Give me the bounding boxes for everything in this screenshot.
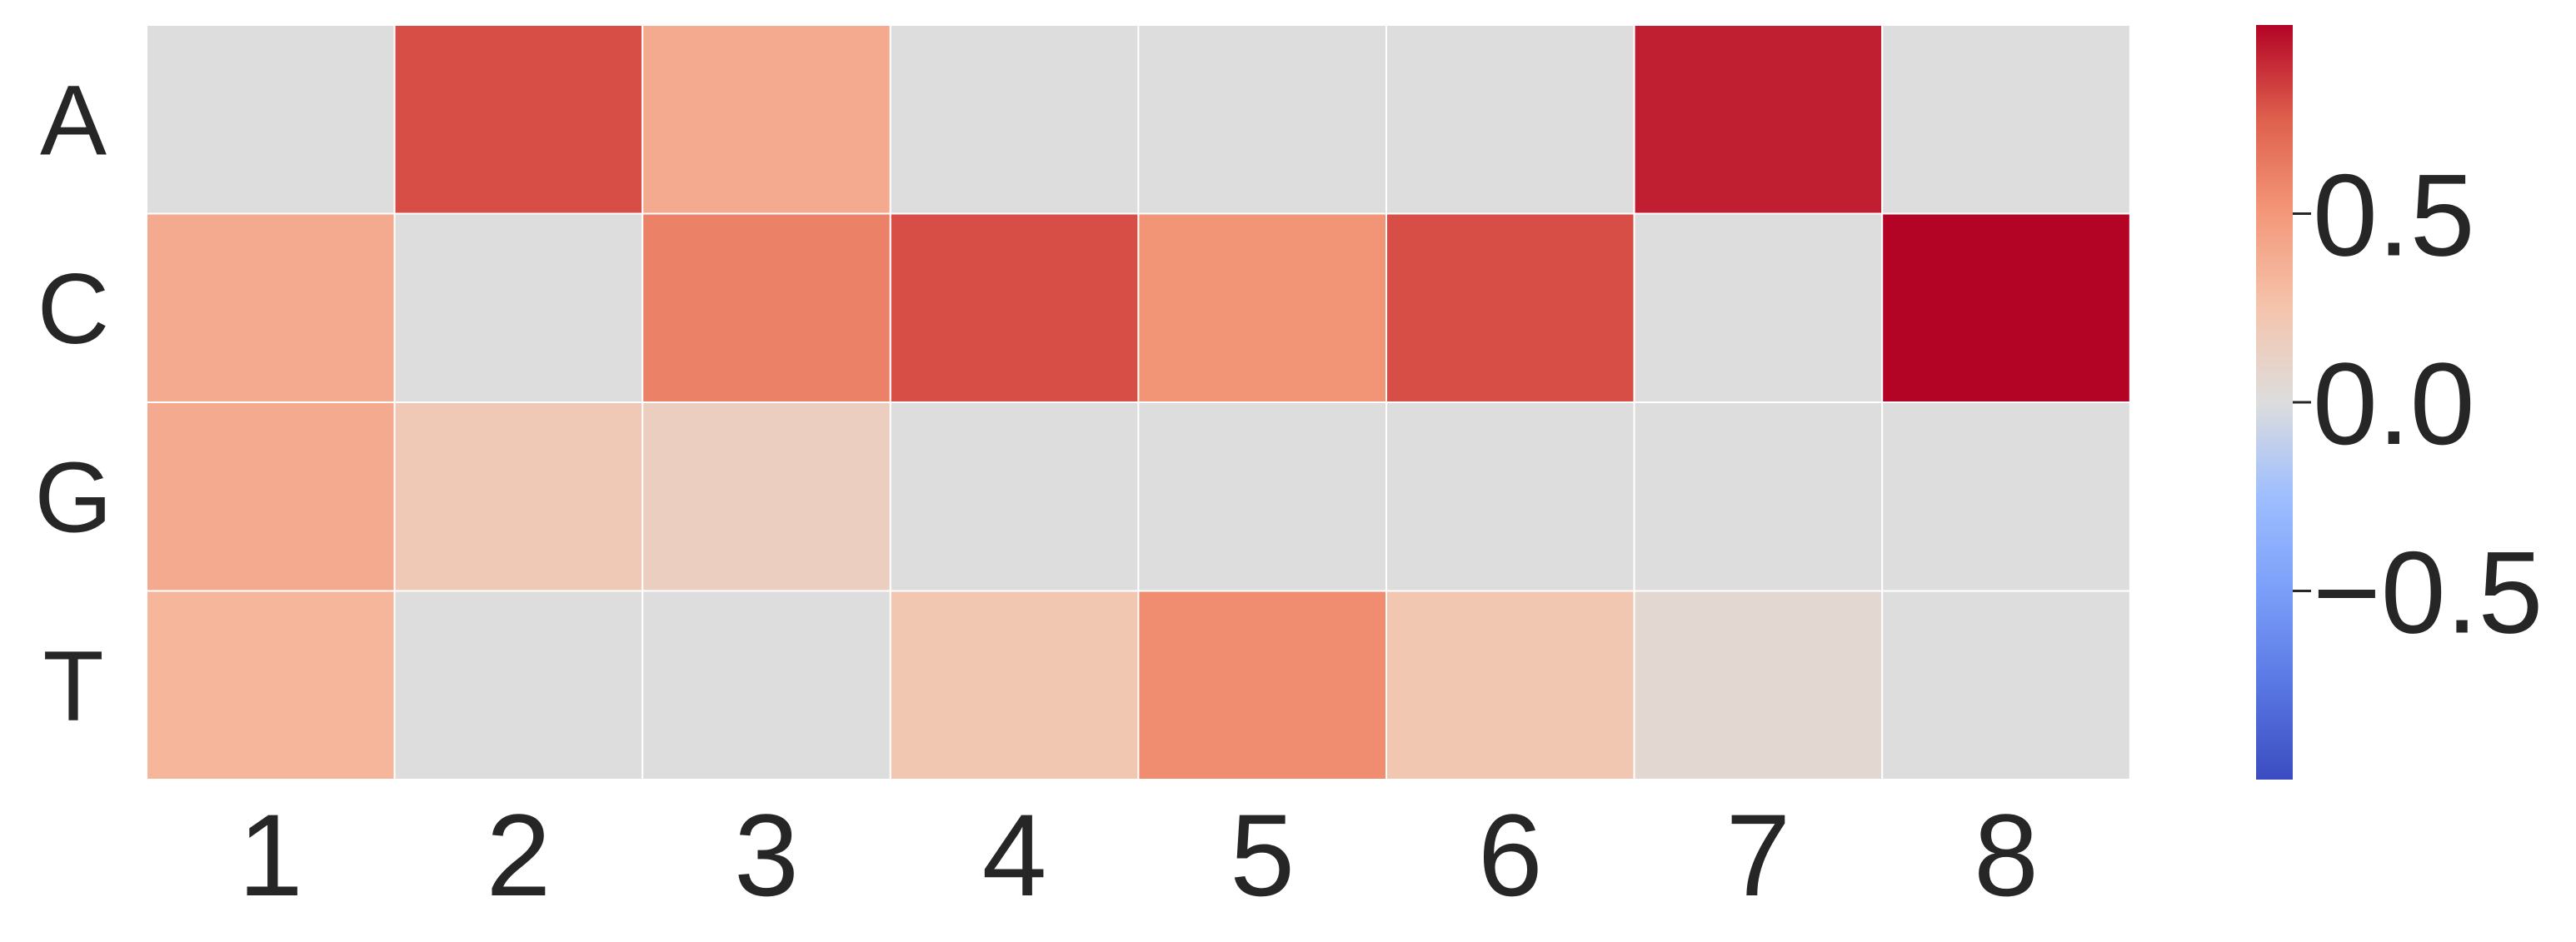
heatmap-cell-C-8 [1881, 212, 2131, 403]
heatmap-cell-A-2 [393, 24, 644, 215]
x-tick-label-1: 1 [238, 790, 303, 920]
heatmap-cells [146, 24, 2131, 780]
heatmap-cell-T-8 [1881, 590, 2131, 780]
x-tick-label-5: 5 [1230, 790, 1295, 920]
heatmap-cell-G-3 [642, 401, 891, 592]
colorbar-gradient [2256, 25, 2293, 780]
heatmap-cell-A-7 [1633, 24, 1884, 215]
heatmap-cell-A-4 [889, 24, 1140, 215]
x-tick-label-7: 7 [1725, 790, 1790, 920]
heatmap-cell-T-4 [889, 590, 1140, 780]
heatmap-cell-T-7 [1633, 590, 1884, 780]
heatmap-cell-T-1 [146, 590, 396, 780]
x-tick-label-3: 3 [734, 790, 799, 920]
heatmap-cell-C-1 [146, 212, 396, 403]
heatmap-cell-C-5 [1137, 212, 1388, 403]
heatmap-cell-C-4 [889, 212, 1140, 403]
x-tick-label-2: 2 [486, 790, 551, 920]
heatmap-cell-T-5 [1137, 590, 1388, 780]
heatmap-cell-G-7 [1633, 401, 1884, 592]
heatmap-cell-A-3 [642, 24, 891, 215]
heatmap-cell-C-3 [642, 212, 891, 403]
x-tick-label-6: 6 [1478, 790, 1543, 920]
heatmap-cell-G-6 [1385, 401, 1635, 592]
heatmap-cell-G-4 [889, 401, 1140, 592]
heatmap-cell-G-8 [1881, 401, 2131, 592]
y-tick-label-T: T [42, 630, 103, 742]
heatmap-cell-C-6 [1385, 212, 1635, 403]
heatmap-cell-G-5 [1137, 401, 1388, 592]
heatmap-cell-C-7 [1633, 212, 1884, 403]
colorbar-ticks: 0.5 0.0 −0.5 [2293, 150, 2543, 658]
heatmap-cell-T-6 [1385, 590, 1635, 780]
heatmap-cell-A-6 [1385, 24, 1635, 215]
y-tick-label-C: C [37, 253, 110, 365]
x-tick-label-8: 8 [1974, 790, 2039, 920]
colorbar: 0.5 0.0 −0.5 [2256, 25, 2543, 780]
colorbar-tick-label: 0.0 [2313, 338, 2475, 469]
colorbar-tick-label: 0.5 [2313, 150, 2475, 281]
x-tick-labels: 1 2 3 4 5 6 7 8 [238, 790, 2039, 920]
y-tick-label-A: A [40, 64, 107, 176]
heatmap-cell-G-2 [393, 401, 644, 592]
heatmap-cell-G-1 [146, 401, 396, 592]
heatmap-cell-T-3 [642, 590, 891, 780]
heatmap-cell-T-2 [393, 590, 644, 780]
heatmap-cell-C-2 [393, 212, 644, 403]
heatmap-cell-A-1 [146, 24, 396, 215]
heatmap-cell-A-5 [1137, 24, 1388, 215]
heatmap-cell-A-8 [1881, 24, 2131, 215]
y-tick-label-G: G [34, 441, 112, 553]
colorbar-tick-label: −0.5 [2313, 527, 2543, 658]
x-tick-label-4: 4 [982, 790, 1047, 920]
